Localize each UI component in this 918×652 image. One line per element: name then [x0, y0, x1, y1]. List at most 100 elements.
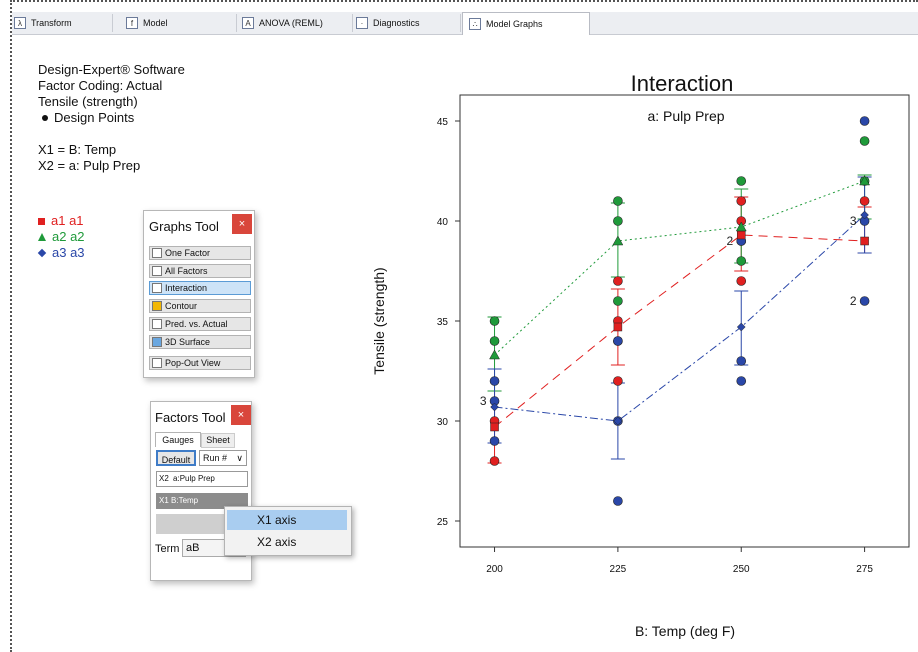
- design-point-a1: [736, 216, 747, 226]
- x2-factor-row[interactable]: X2 a:Pulp Prep: [156, 471, 248, 487]
- tab-label: Diagnostics: [373, 18, 420, 28]
- mean-marker-a1: [490, 422, 499, 432]
- graph-info: Design-Expert® Software Factor Coding: A…: [38, 62, 185, 174]
- software-name: Design-Expert® Software: [38, 62, 185, 77]
- design-point-a3: [489, 376, 500, 386]
- tab-label: Transform: [31, 18, 72, 28]
- all-factors-button[interactable]: All Factors: [149, 264, 251, 278]
- 3d-surface-icon: [152, 337, 162, 347]
- design-point-a1: [613, 336, 623, 346]
- diagnostics-icon: ·: [356, 17, 368, 29]
- design-point-a1: [736, 196, 747, 206]
- design-point-a1: [736, 276, 747, 286]
- default-button[interactable]: Default: [156, 450, 196, 466]
- all-factors-icon: [152, 266, 162, 276]
- run-select[interactable]: Run # ∨: [199, 450, 247, 466]
- series-line-a1: [494, 234, 865, 428]
- mean-marker-a1: [613, 322, 623, 332]
- one-factor-button[interactable]: One Factor: [149, 246, 251, 260]
- series-line-a2: [494, 180, 865, 356]
- design-point-a2: [613, 296, 623, 306]
- frame-border-left: [10, 0, 12, 652]
- series-line-a3: [494, 214, 865, 422]
- design-point-a1: [613, 276, 623, 286]
- contour-icon: [152, 301, 162, 311]
- tab-transform[interactable]: λ Transform: [14, 14, 113, 32]
- y-tick-label: 45: [437, 117, 449, 128]
- mean-marker-a2: [735, 221, 747, 232]
- anova-icon: A: [242, 17, 254, 29]
- plot-area: [459, 94, 910, 548]
- tab-label: Model Graphs: [486, 19, 543, 29]
- x-tick-label: 225: [610, 564, 627, 575]
- design-point-a2: [859, 136, 870, 146]
- contour-button[interactable]: Contour: [149, 299, 251, 313]
- 3d-surface-button[interactable]: 3D Surface: [149, 335, 251, 349]
- response-name: Tensile (strength): [38, 94, 138, 109]
- chevron-down-icon: ∨: [236, 453, 243, 463]
- design-point-a2: [736, 256, 747, 266]
- term-label: Term: [155, 543, 180, 555]
- y-tick-label: 30: [437, 417, 449, 428]
- legend-item-a3: a3 a3: [37, 245, 85, 261]
- design-point-a2: [613, 216, 623, 226]
- replicate-count-label: 2: [850, 294, 857, 308]
- x-tick-label: 275: [856, 564, 873, 575]
- design-point-a2: [613, 196, 623, 206]
- x1-definition: X1 = B: Temp: [38, 142, 117, 157]
- x-tick-label: 250: [733, 564, 750, 575]
- mean-marker-a3: [613, 416, 623, 426]
- design-points-legend: Design Points: [38, 110, 185, 126]
- factor-coding: Factor Coding: Actual: [38, 78, 163, 93]
- menu-item-x1-axis[interactable]: X1 axis: [227, 510, 347, 530]
- tab-label: Model: [143, 18, 168, 28]
- menu-item-x2-axis[interactable]: X2 axis: [257, 535, 297, 549]
- interaction-button[interactable]: Interaction: [149, 281, 251, 295]
- pop-out-view-button[interactable]: Pop-Out View: [149, 356, 251, 370]
- factors-tool-window: Factors Tool × Gauges Sheet Default Run …: [150, 401, 252, 581]
- mean-marker-a3: [860, 210, 869, 220]
- tab-model-graphs[interactable]: ∴ Model Graphs: [462, 12, 590, 35]
- replicate-count-label: 2: [727, 234, 734, 248]
- mean-marker-a1: [860, 236, 869, 246]
- design-point-a2: [489, 336, 500, 346]
- design-point-a3: [613, 336, 623, 346]
- design-point-a1: [489, 416, 500, 426]
- replicate-count-label: 3: [850, 214, 857, 228]
- tab-gauges[interactable]: Gauges: [155, 432, 201, 447]
- y-tick-label: 40: [437, 217, 449, 228]
- tab-bar: λ Transform f Model A ANOVA (REML) · Dia…: [12, 12, 918, 35]
- square-marker-icon: [38, 217, 45, 225]
- mean-marker-a2: [489, 349, 500, 360]
- pred-vs-actual-button[interactable]: Pred. vs. Actual: [149, 317, 251, 331]
- graphs-tool-window: Graphs Tool × One Factor All Factors Int…: [143, 210, 255, 378]
- mean-marker-a3: [736, 322, 746, 332]
- mean-marker-a3: [490, 402, 499, 412]
- y-tick-label: 25: [437, 517, 449, 528]
- tab-anova[interactable]: A ANOVA (REML): [242, 14, 353, 32]
- mean-marker-a2: [612, 235, 624, 246]
- frame-border-top: [10, 0, 918, 2]
- x2-definition: X2 = a: Pulp Prep: [38, 158, 141, 173]
- legend-item-a1: a1 a1: [38, 213, 85, 229]
- axis-context-menu: X1 axis X2 axis: [224, 506, 352, 556]
- design-point-a2: [736, 176, 747, 186]
- y-axis-label: Tensile (strength): [371, 267, 387, 374]
- tab-sheet[interactable]: Sheet: [201, 433, 235, 448]
- tab-model[interactable]: f Model: [126, 14, 237, 32]
- tab-label: ANOVA (REML): [259, 18, 323, 28]
- design-point-a3: [859, 216, 870, 226]
- close-icon[interactable]: ×: [232, 214, 252, 234]
- close-icon[interactable]: ×: [231, 405, 251, 425]
- one-factor-icon: [152, 248, 162, 258]
- design-point-a3: [489, 396, 500, 406]
- tab-diagnostics[interactable]: · Diagnostics: [356, 14, 461, 32]
- design-point-a3: [736, 236, 747, 246]
- x-tick-label: 200: [486, 564, 503, 575]
- design-point-a2: [489, 316, 500, 326]
- design-point-a2: [859, 176, 870, 186]
- design-point-a3: [859, 116, 870, 126]
- pred-vs-actual-icon: [152, 319, 162, 329]
- x1-factor-row[interactable]: X1 B:Temp: [156, 493, 248, 509]
- lambda-icon: λ: [14, 17, 26, 29]
